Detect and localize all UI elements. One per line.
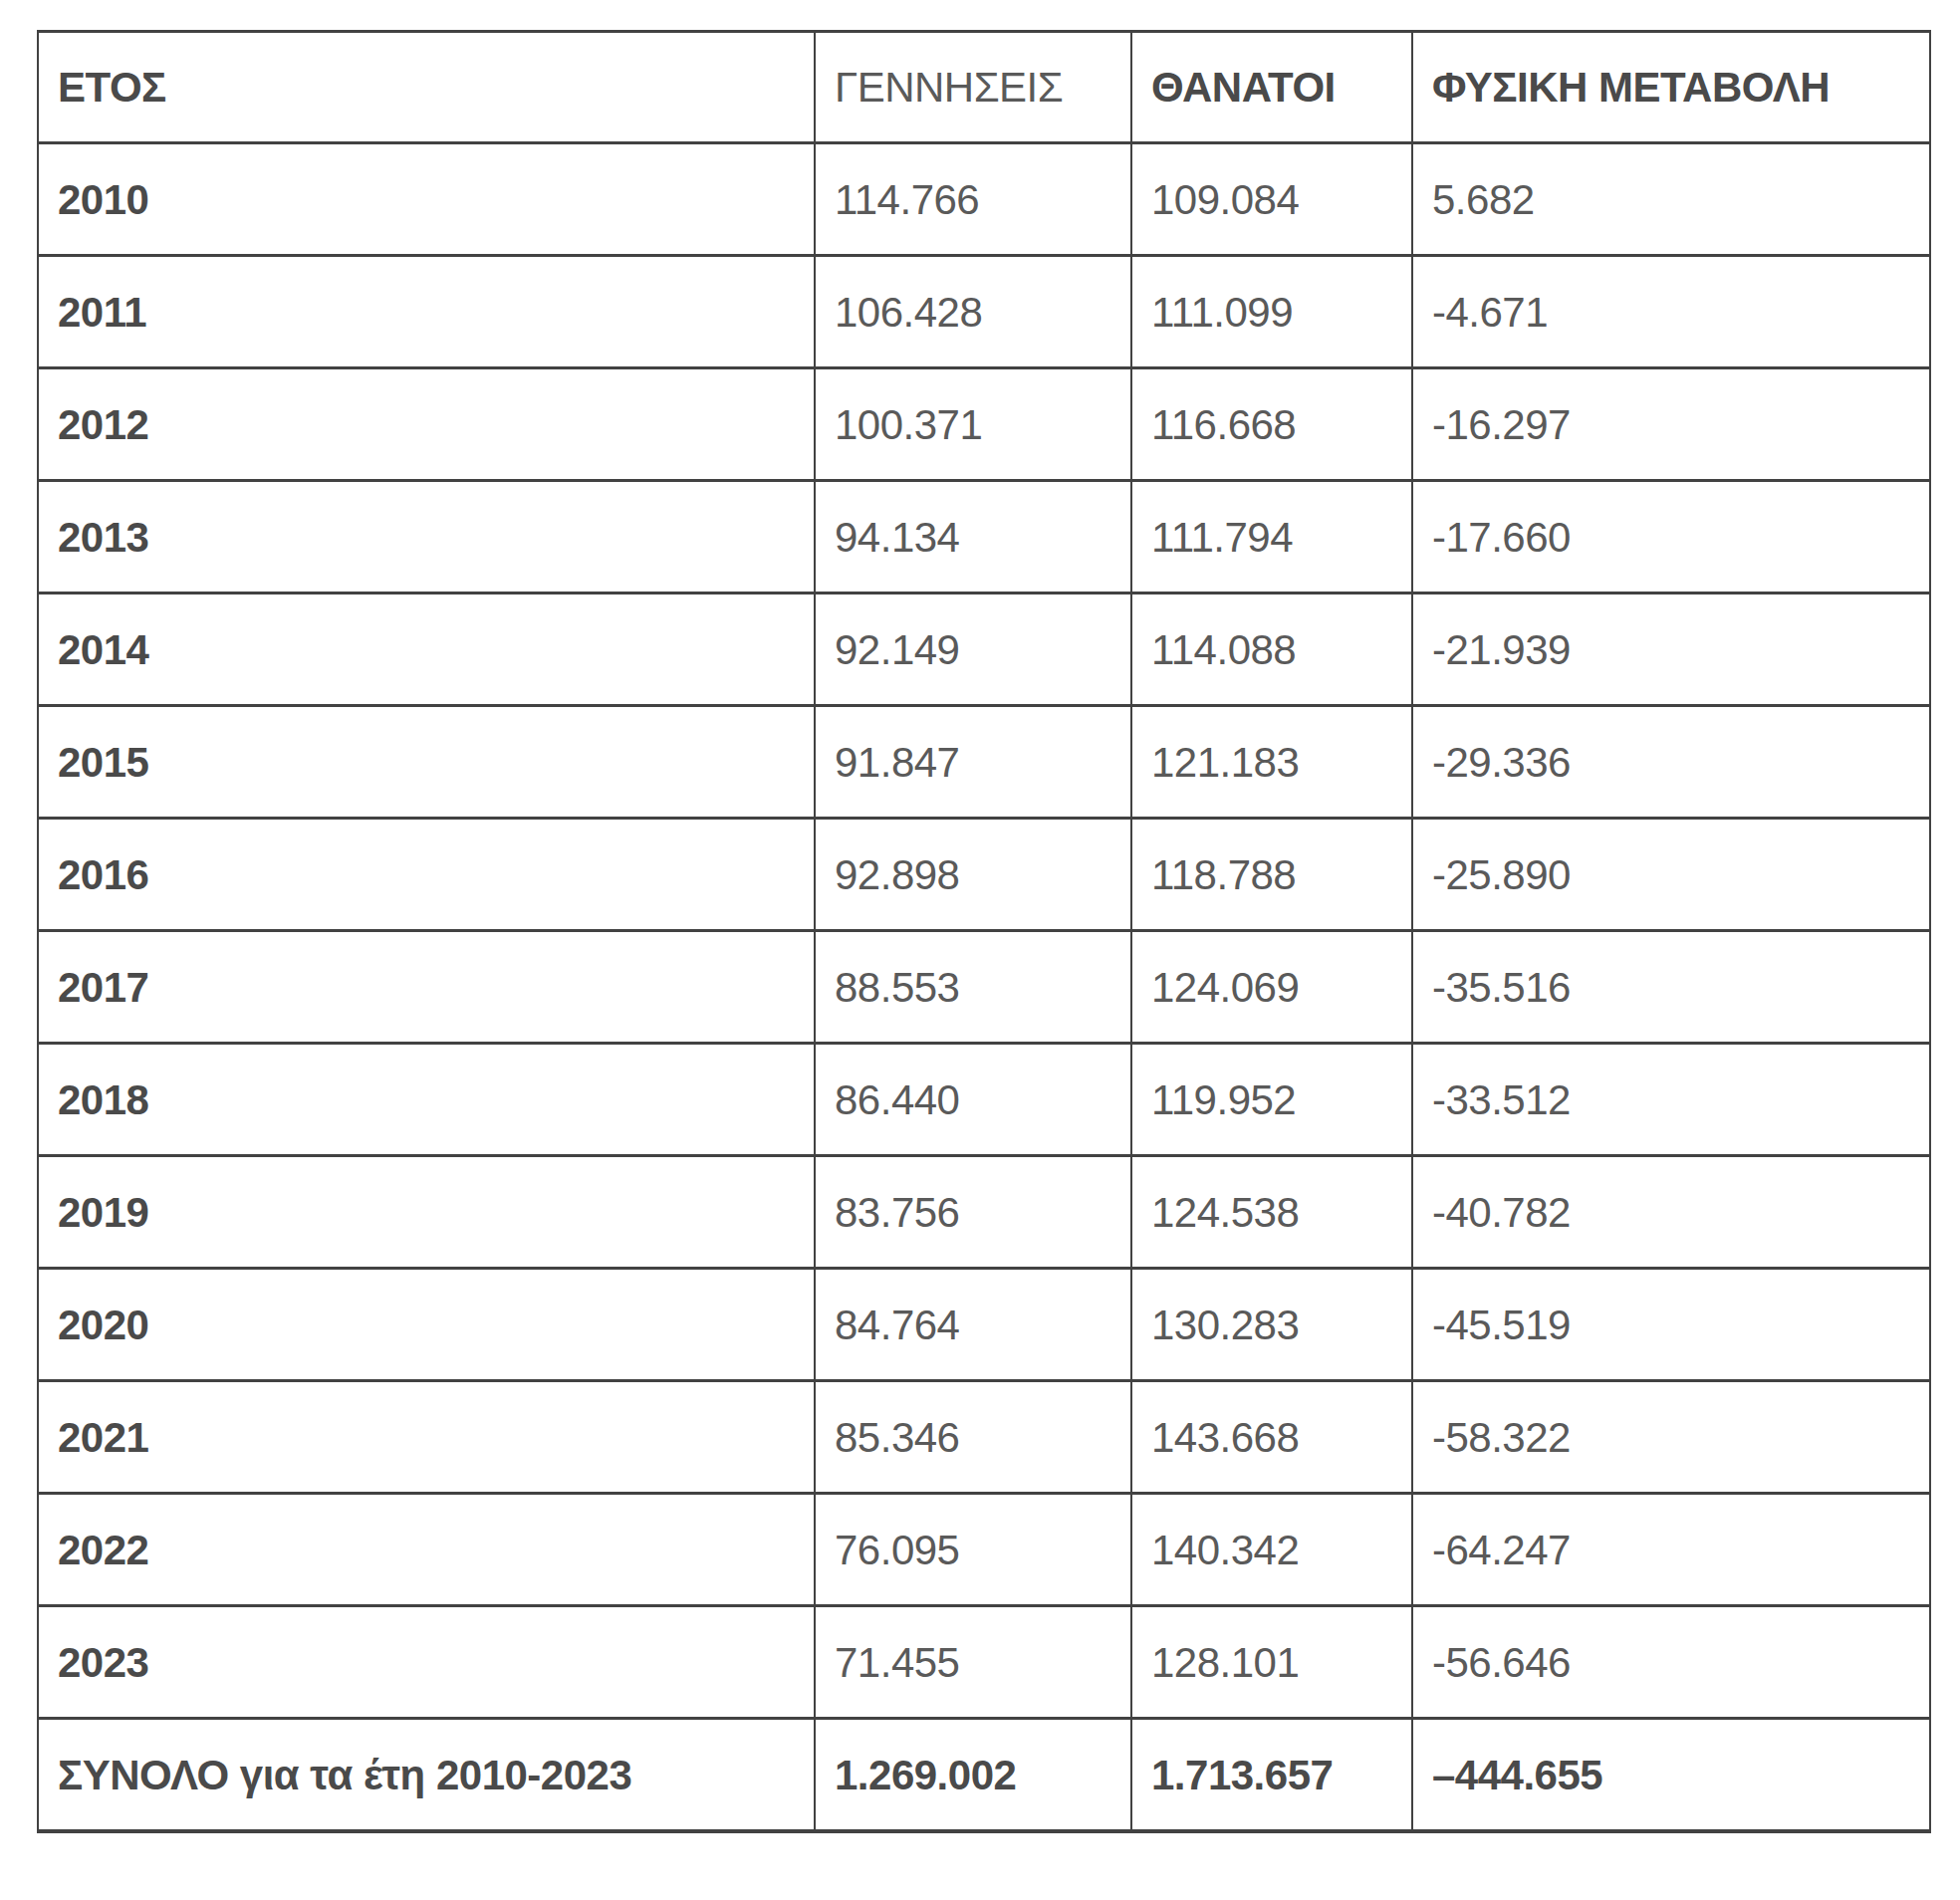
natural-change-cell: -29.336 bbox=[1412, 706, 1930, 819]
year-cell: 2023 bbox=[38, 1606, 815, 1719]
table-row: 2013 94.134 111.794 -17.660 bbox=[38, 481, 1930, 594]
births-cell: 86.440 bbox=[815, 1044, 1131, 1156]
deaths-cell: 128.101 bbox=[1131, 1606, 1412, 1719]
year-cell: 2021 bbox=[38, 1381, 815, 1494]
table-row: 2020 84.764 130.283 -45.519 bbox=[38, 1269, 1930, 1381]
table-row: 2011 106.428 111.099 -4.671 bbox=[38, 256, 1930, 368]
natural-change-cell: -35.516 bbox=[1412, 931, 1930, 1044]
deaths-cell: 124.538 bbox=[1131, 1156, 1412, 1269]
deaths-cell: 111.794 bbox=[1131, 481, 1412, 594]
year-cell: 2011 bbox=[38, 256, 815, 368]
year-cell: 2018 bbox=[38, 1044, 815, 1156]
year-cell: 2010 bbox=[38, 143, 815, 256]
births-cell: 85.346 bbox=[815, 1381, 1131, 1494]
births-cell: 84.764 bbox=[815, 1269, 1131, 1381]
deaths-cell: 130.283 bbox=[1131, 1269, 1412, 1381]
year-cell: 2014 bbox=[38, 594, 815, 706]
natural-change-cell: -17.660 bbox=[1412, 481, 1930, 594]
natural-change-cell: -4.671 bbox=[1412, 256, 1930, 368]
deaths-cell: 118.788 bbox=[1131, 819, 1412, 931]
deaths-cell: 109.084 bbox=[1131, 143, 1412, 256]
deaths-cell: 143.668 bbox=[1131, 1381, 1412, 1494]
deaths-cell: 111.099 bbox=[1131, 256, 1412, 368]
col-header-year: ΕΤΟΣ bbox=[38, 32, 815, 143]
natural-change-cell: -25.890 bbox=[1412, 819, 1930, 931]
col-header-natural-change: ΦΥΣΙΚΗ ΜΕΤΑΒΟΛΗ bbox=[1412, 32, 1930, 143]
table-row: 2017 88.553 124.069 -35.516 bbox=[38, 931, 1930, 1044]
births-cell: 71.455 bbox=[815, 1606, 1131, 1719]
year-cell: 2012 bbox=[38, 368, 815, 481]
table-row: 2010 114.766 109.084 5.682 bbox=[38, 143, 1930, 256]
year-cell: 2013 bbox=[38, 481, 815, 594]
natural-change-cell: -40.782 bbox=[1412, 1156, 1930, 1269]
page: ΕΤΟΣ ΓΕΝΝΗΣΕΙΣ ΘΑΝΑΤΟΙ ΦΥΣΙΚΗ ΜΕΤΑΒΟΛΗ 2… bbox=[0, 0, 1960, 1847]
births-cell: 91.847 bbox=[815, 706, 1131, 819]
table-header: ΕΤΟΣ ΓΕΝΝΗΣΕΙΣ ΘΑΝΑΤΟΙ ΦΥΣΙΚΗ ΜΕΤΑΒΟΛΗ bbox=[38, 32, 1930, 143]
vital-statistics-table: ΕΤΟΣ ΓΕΝΝΗΣΕΙΣ ΘΑΝΑΤΟΙ ΦΥΣΙΚΗ ΜΕΤΑΒΟΛΗ 2… bbox=[37, 30, 1931, 1833]
natural-change-cell: -64.247 bbox=[1412, 1494, 1930, 1606]
deaths-cell: 119.952 bbox=[1131, 1044, 1412, 1156]
year-cell: 2016 bbox=[38, 819, 815, 931]
col-header-births: ΓΕΝΝΗΣΕΙΣ bbox=[815, 32, 1131, 143]
year-cell: 2017 bbox=[38, 931, 815, 1044]
table-row: 2016 92.898 118.788 -25.890 bbox=[38, 819, 1930, 931]
header-row: ΕΤΟΣ ΓΕΝΝΗΣΕΙΣ ΘΑΝΑΤΟΙ ΦΥΣΙΚΗ ΜΕΤΑΒΟΛΗ bbox=[38, 32, 1930, 143]
deaths-cell: 114.088 bbox=[1131, 594, 1412, 706]
total-deaths-cell: 1.713.657 bbox=[1131, 1719, 1412, 1831]
col-header-deaths: ΘΑΝΑΤΟΙ bbox=[1131, 32, 1412, 143]
natural-change-cell: -56.646 bbox=[1412, 1606, 1930, 1719]
births-cell: 88.553 bbox=[815, 931, 1131, 1044]
total-births-cell: 1.269.002 bbox=[815, 1719, 1131, 1831]
total-row: ΣΥΝΟΛΟ για τα έτη 2010-2023 1.269.002 1.… bbox=[38, 1719, 1930, 1831]
natural-change-cell: -16.297 bbox=[1412, 368, 1930, 481]
deaths-cell: 121.183 bbox=[1131, 706, 1412, 819]
table-row: 2012 100.371 116.668 -16.297 bbox=[38, 368, 1930, 481]
table-body: 2010 114.766 109.084 5.682 2011 106.428 … bbox=[38, 143, 1930, 1831]
table-row: 2014 92.149 114.088 -21.939 bbox=[38, 594, 1930, 706]
table-row: 2021 85.346 143.668 -58.322 bbox=[38, 1381, 1930, 1494]
total-natural-change-cell: –444.655 bbox=[1412, 1719, 1930, 1831]
natural-change-cell: -45.519 bbox=[1412, 1269, 1930, 1381]
births-cell: 106.428 bbox=[815, 256, 1131, 368]
births-cell: 76.095 bbox=[815, 1494, 1131, 1606]
deaths-cell: 124.069 bbox=[1131, 931, 1412, 1044]
births-cell: 92.898 bbox=[815, 819, 1131, 931]
births-cell: 83.756 bbox=[815, 1156, 1131, 1269]
table-row: 2023 71.455 128.101 -56.646 bbox=[38, 1606, 1930, 1719]
table-row: 2019 83.756 124.538 -40.782 bbox=[38, 1156, 1930, 1269]
births-cell: 100.371 bbox=[815, 368, 1131, 481]
natural-change-cell: 5.682 bbox=[1412, 143, 1930, 256]
year-cell: 2019 bbox=[38, 1156, 815, 1269]
natural-change-cell: -21.939 bbox=[1412, 594, 1930, 706]
births-cell: 92.149 bbox=[815, 594, 1131, 706]
year-cell: 2022 bbox=[38, 1494, 815, 1606]
year-cell: 2020 bbox=[38, 1269, 815, 1381]
births-cell: 114.766 bbox=[815, 143, 1131, 256]
natural-change-cell: -58.322 bbox=[1412, 1381, 1930, 1494]
deaths-cell: 116.668 bbox=[1131, 368, 1412, 481]
natural-change-cell: -33.512 bbox=[1412, 1044, 1930, 1156]
table-row: 2022 76.095 140.342 -64.247 bbox=[38, 1494, 1930, 1606]
deaths-cell: 140.342 bbox=[1131, 1494, 1412, 1606]
table-row: 2018 86.440 119.952 -33.512 bbox=[38, 1044, 1930, 1156]
year-cell: 2015 bbox=[38, 706, 815, 819]
births-cell: 94.134 bbox=[815, 481, 1131, 594]
table-row: 2015 91.847 121.183 -29.336 bbox=[38, 706, 1930, 819]
total-label-cell: ΣΥΝΟΛΟ για τα έτη 2010-2023 bbox=[38, 1719, 815, 1831]
